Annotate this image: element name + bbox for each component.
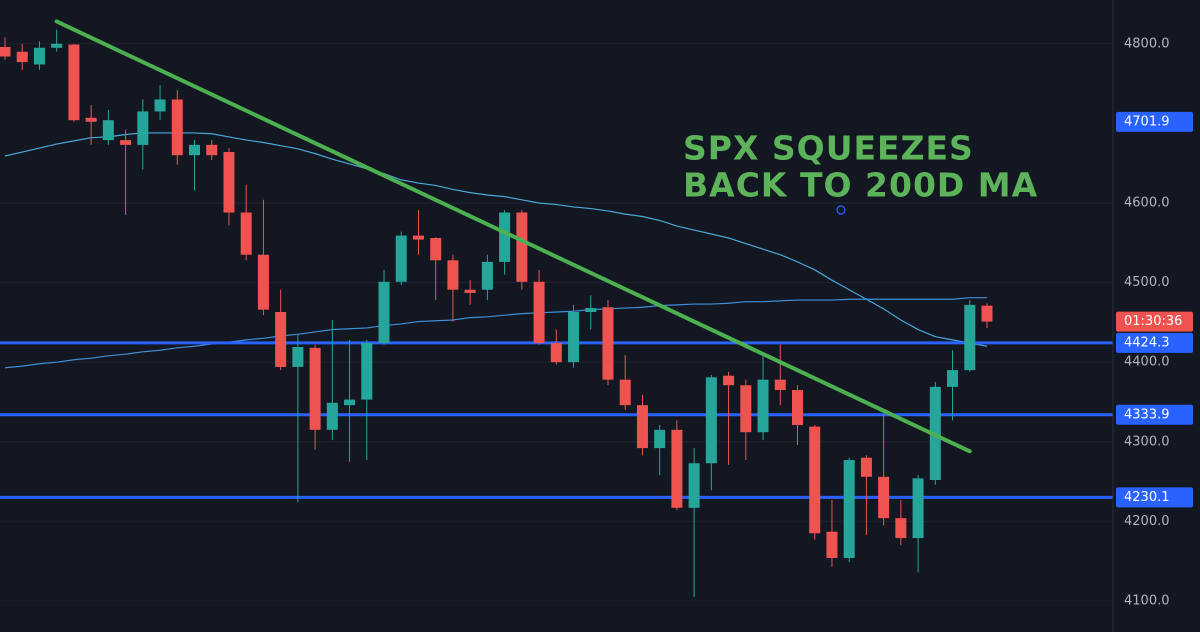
level-label: 4333.9 [1124, 407, 1170, 422]
candle-body [68, 44, 80, 121]
candle-body [378, 281, 390, 344]
candle-body [533, 281, 545, 344]
candle-body [688, 463, 700, 508]
candle-body [309, 347, 321, 430]
candle-body [981, 305, 993, 322]
candle-body [257, 254, 269, 310]
candle-body [705, 377, 717, 464]
candle-body [585, 308, 597, 313]
trendline [54, 19, 972, 454]
candle-body [102, 120, 114, 141]
candle-body [912, 478, 924, 539]
candle-body [137, 111, 149, 145]
candle-body [464, 289, 476, 293]
level-label: 4230.1 [1124, 490, 1170, 505]
candle-body [757, 379, 769, 433]
candle-body [860, 457, 872, 477]
candle-body [430, 237, 442, 261]
candle-body [550, 343, 562, 363]
candle-body [447, 260, 459, 290]
candle-body [826, 531, 838, 558]
annotation: SPX SQUEEZES [683, 129, 974, 168]
candle-body [344, 399, 356, 406]
candle-body [619, 379, 631, 406]
moving-average [4, 132, 988, 347]
annotation: BACK TO 200D MA [683, 166, 1038, 205]
candle-body [964, 304, 976, 371]
candle-body [809, 426, 821, 534]
level-label-box [1116, 487, 1193, 508]
candle-body [154, 99, 166, 112]
y-tick-label: 4400.0 [1124, 355, 1170, 370]
candle-body [499, 212, 511, 262]
candle-body [723, 375, 735, 386]
y-tick-label: 4500.0 [1124, 275, 1170, 290]
candle-body [878, 476, 890, 519]
candle-body [636, 405, 648, 449]
candle-body [275, 312, 287, 367]
candle-body [602, 307, 614, 380]
candle-body [326, 402, 338, 430]
level-label-box [1116, 332, 1193, 353]
candle-body [895, 518, 907, 539]
candle-body [774, 379, 786, 391]
candle-body [740, 385, 752, 433]
candle-body [947, 370, 959, 387]
level-label-box [1116, 404, 1193, 425]
countdown-box [1116, 311, 1193, 332]
cursor-marker [836, 205, 846, 215]
candle-body [0, 46, 11, 57]
level-label: 4424.3 [1124, 335, 1170, 350]
candle-body [171, 99, 183, 156]
y-tick-label: 4600.0 [1124, 195, 1170, 210]
candle-body [568, 312, 580, 363]
candle-body [223, 152, 235, 213]
candle-body [843, 460, 855, 558]
candle-body [292, 347, 304, 367]
candle-body [85, 117, 97, 122]
candle-body [395, 235, 407, 282]
y-tick-label: 4300.0 [1124, 434, 1170, 449]
candle-body [671, 429, 683, 508]
candle-body [481, 261, 493, 290]
candle-body [654, 429, 666, 449]
candle-body [189, 144, 201, 156]
candle-body [51, 43, 63, 48]
level-label-box [1116, 111, 1193, 132]
candle-body [516, 212, 528, 282]
level-label: 4701.9 [1124, 114, 1170, 129]
candle-body [206, 144, 218, 156]
candle-body [120, 140, 132, 145]
candle-body [412, 235, 424, 240]
candle-body [361, 343, 373, 400]
y-tick-label: 4800.0 [1124, 36, 1170, 51]
y-tick-label: 4200.0 [1124, 514, 1170, 529]
candle-body [791, 390, 803, 426]
countdown: 01:30:36 [1124, 314, 1182, 329]
candle-body [16, 51, 28, 63]
candle-body [33, 47, 45, 65]
candle-body [240, 212, 252, 255]
y-tick-label: 4100.0 [1124, 593, 1170, 608]
moving-average [4, 297, 987, 369]
